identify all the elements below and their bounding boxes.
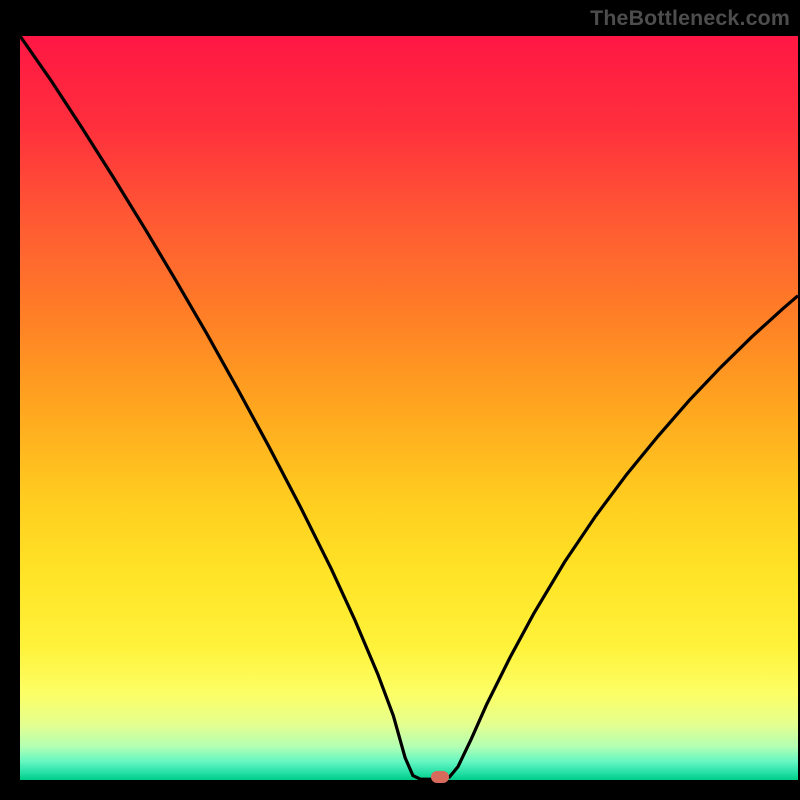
optimum-marker bbox=[431, 771, 450, 783]
watermark-text: TheBottleneck.com bbox=[590, 6, 790, 31]
canvas-root: TheBottleneck.com bbox=[0, 0, 800, 800]
plot-frame bbox=[20, 36, 798, 780]
bottleneck-curve bbox=[20, 36, 798, 780]
curve-path bbox=[20, 36, 798, 779]
